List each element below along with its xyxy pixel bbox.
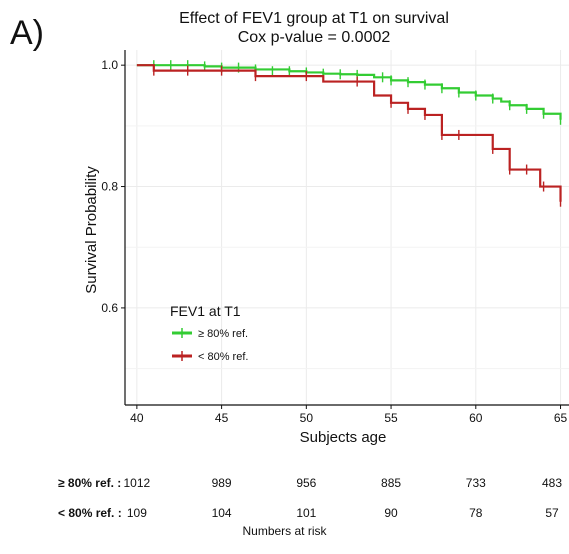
risk-cell: 101 <box>296 506 317 520</box>
x-axis-label: Subjects age <box>300 429 387 446</box>
legend-title: FEV1 at T1 <box>170 303 241 319</box>
risk-cell: 483 <box>541 476 563 490</box>
x-tick-label: 65 <box>554 411 568 425</box>
axes: 40 45 50 55 60 65 0.6 0.8 1.0 <box>101 50 569 425</box>
grid-lines <box>125 50 569 405</box>
y-tick-label: 0.8 <box>101 180 118 194</box>
risk-cell: 956 <box>296 476 317 490</box>
x-tick-label: 50 <box>300 411 314 425</box>
chart-title: Effect of FEV1 group at T1 on survival <box>179 10 449 27</box>
panel-label: A) <box>10 14 44 52</box>
survival-chart: Effect of FEV1 group at T1 on survival C… <box>83 10 569 446</box>
risk-cell: 885 <box>381 476 402 490</box>
risk-cell: 989 <box>211 476 232 490</box>
y-tick-label: 0.6 <box>101 301 118 315</box>
risk-cell: 78 <box>469 506 483 520</box>
risk-row-label: < 80% ref. : <box>58 506 122 520</box>
risk-cell: 109 <box>126 506 147 520</box>
x-tick-label: 45 <box>215 411 229 425</box>
legend-entry-high: ≥ 80% ref. <box>198 328 248 340</box>
risk-cell: 57 <box>545 506 559 520</box>
plot-series <box>136 60 562 207</box>
y-tick-label: 1.0 <box>101 58 118 72</box>
x-tick-label: 40 <box>130 411 144 425</box>
chart-subtitle: Cox p-value = 0.0002 <box>238 29 391 46</box>
legend: FEV1 at T1 ≥ 80% ref. < 80% ref. <box>170 303 248 363</box>
x-tick-label: 55 <box>384 411 398 425</box>
risk-table-title: Numbers at risk <box>242 524 327 538</box>
risk-cell: 90 <box>384 506 398 520</box>
risk-row-label: ≥ 80% ref. : <box>58 476 122 490</box>
risk-cell: 1012 <box>123 476 151 490</box>
y-axis-label: Survival Probability <box>83 166 100 294</box>
x-tick-label: 60 <box>469 411 483 425</box>
survival-curve-1 <box>136 64 562 202</box>
survival-curve-0 <box>136 64 562 120</box>
risk-cell: 104 <box>211 506 232 520</box>
legend-entry-low: < 80% ref. <box>198 351 248 363</box>
risk-cell: 733 <box>465 476 486 490</box>
